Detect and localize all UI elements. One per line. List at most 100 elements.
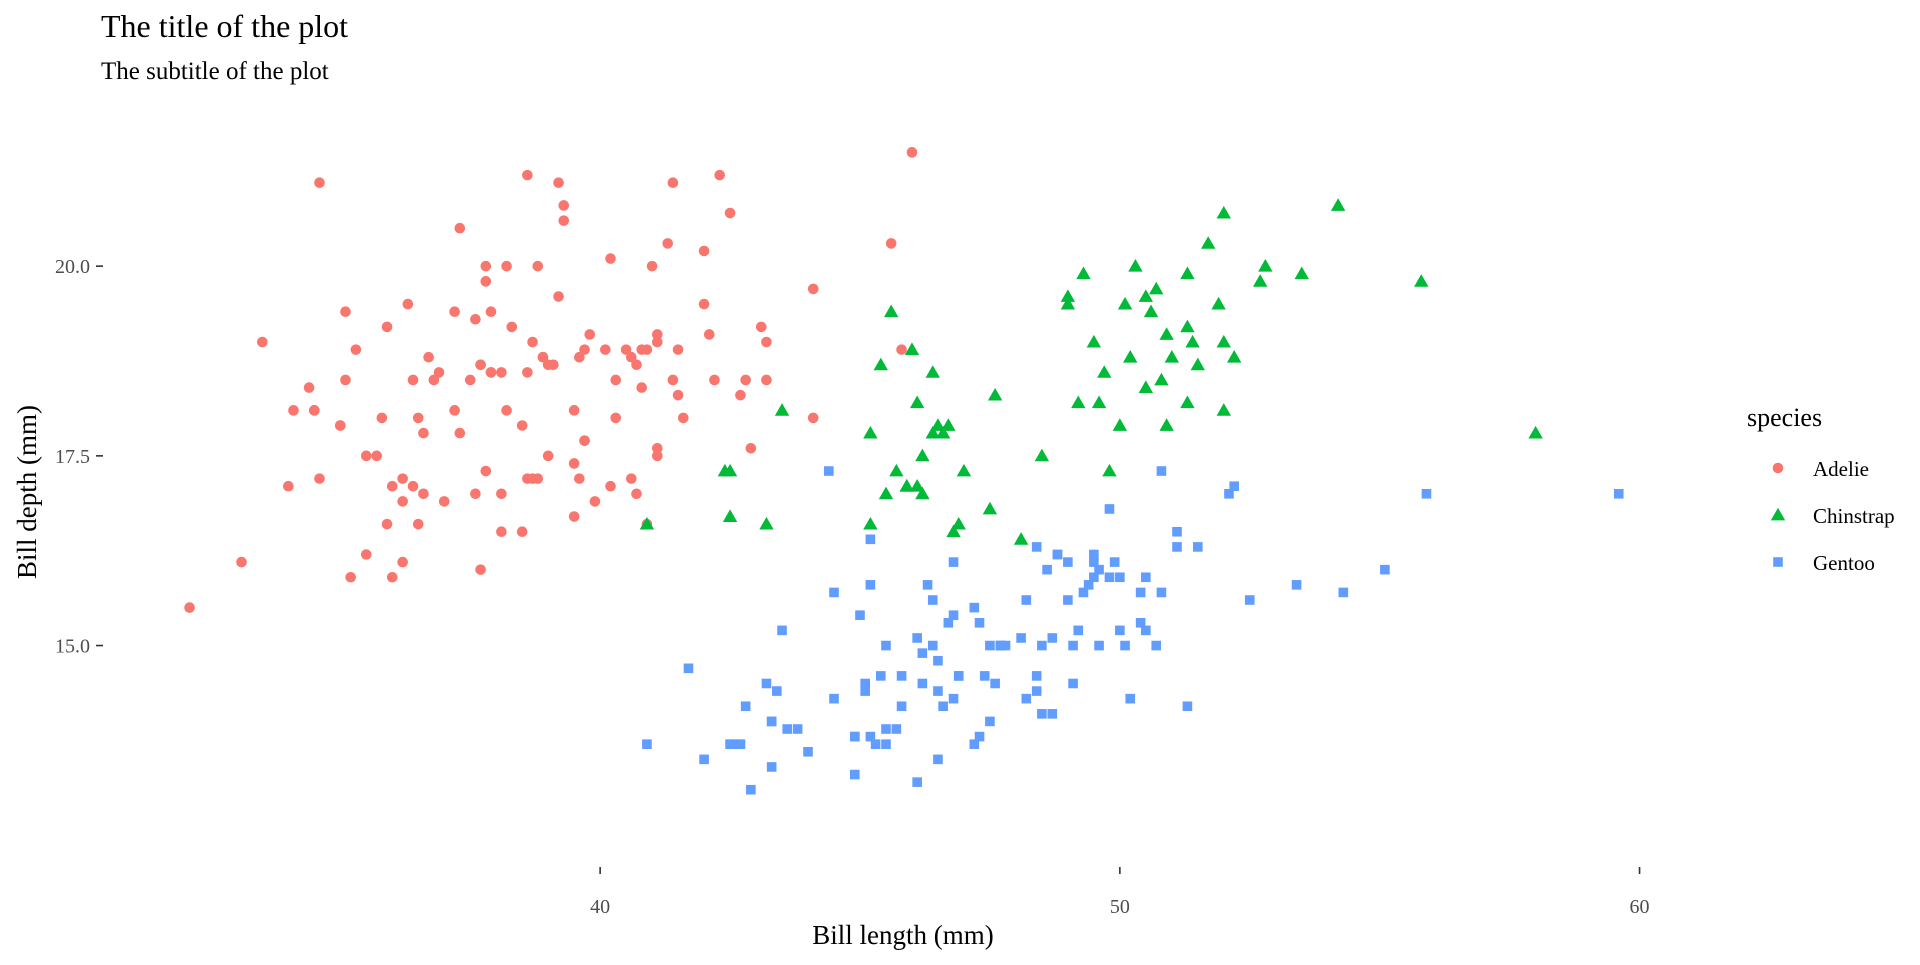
data-point: [360, 549, 372, 560]
data-point: [1021, 595, 1032, 605]
data-point: [1151, 640, 1162, 651]
data-point: [522, 367, 533, 378]
data-point: [881, 640, 891, 651]
data-point: [941, 418, 956, 431]
data-point: [412, 412, 424, 424]
data-point: [527, 473, 538, 484]
data-point: [350, 344, 362, 355]
data-point: [807, 412, 819, 424]
data-point: [722, 509, 738, 522]
data-point: [496, 367, 507, 378]
data-point: [912, 777, 922, 787]
data-point: [774, 403, 790, 416]
data-point: [381, 518, 393, 530]
data-point: [1089, 557, 1099, 567]
legend-item-adelie: Adelie: [1772, 457, 1869, 481]
data-point: [1060, 296, 1076, 310]
data-point: [309, 405, 320, 416]
data-point: [1135, 617, 1146, 628]
data-point: [605, 253, 616, 264]
data-point: [878, 486, 894, 500]
data-point: [891, 724, 902, 734]
data-point: [1138, 380, 1154, 393]
data-point: [933, 754, 943, 765]
data-point: [449, 405, 460, 416]
data-point: [803, 746, 813, 757]
data-point: [1226, 350, 1242, 363]
data-point: [1156, 466, 1167, 476]
data-point: [381, 321, 393, 333]
data-point: [766, 716, 777, 727]
y-tick-label: 20.0: [55, 256, 90, 278]
data-point: [610, 374, 622, 386]
data-point: [553, 291, 564, 302]
data-point: [402, 298, 414, 310]
data-point: [428, 374, 440, 386]
data-point: [1291, 580, 1302, 590]
data-point: [438, 496, 450, 507]
legend: species Adelie Chinstrap Gentoo: [1747, 403, 1895, 575]
data-point: [568, 511, 580, 522]
data-point: [480, 260, 492, 272]
data-point: [1164, 350, 1180, 363]
data-point: [314, 473, 325, 484]
data-point: [667, 177, 679, 189]
data-point: [1216, 205, 1231, 219]
chart-title: The title of the plot: [101, 8, 348, 44]
data-point: [464, 374, 476, 386]
data-point: [360, 450, 372, 462]
legend-label: Chinstrap: [1813, 504, 1895, 528]
data-point: [1037, 640, 1047, 651]
data-point: [943, 617, 954, 628]
data-point: [1109, 557, 1120, 567]
data-point: [1115, 572, 1125, 583]
data-point: [870, 739, 881, 749]
data-point: [1021, 693, 1032, 704]
data-point: [735, 389, 746, 401]
data-point: [532, 260, 544, 272]
data-point: [522, 169, 533, 181]
x-tick-label: 60: [1630, 896, 1650, 918]
data-point: [948, 693, 959, 704]
data-point: [1258, 258, 1273, 272]
data-point: [1076, 266, 1091, 280]
data-point: [340, 306, 351, 317]
data-point: [1037, 709, 1047, 719]
data-point: [1091, 395, 1107, 409]
data-point: [777, 625, 787, 636]
data-point: [974, 617, 985, 628]
data-point: [1013, 532, 1029, 545]
x-axis: 40 50 60: [590, 867, 1650, 918]
data-point: [985, 640, 995, 651]
data-point: [1104, 504, 1115, 514]
data-point: [636, 382, 648, 393]
data-point: [574, 473, 585, 484]
data-point: [345, 571, 356, 583]
data-point: [863, 425, 878, 439]
data-point: [1031, 671, 1042, 681]
data-point: [1102, 463, 1117, 477]
data-point: [1154, 372, 1169, 386]
data-point: [761, 374, 772, 386]
data-point: [885, 238, 897, 249]
data-point: [470, 488, 481, 500]
data-point: [1229, 481, 1239, 492]
data-point: [730, 739, 741, 749]
data-point: [1135, 587, 1146, 598]
data-point: [652, 450, 663, 462]
data-point: [639, 516, 655, 530]
data-point: [568, 405, 580, 416]
data-point: [334, 420, 346, 431]
data-point: [407, 480, 419, 492]
data-point: [982, 501, 998, 515]
data-point: [610, 412, 622, 424]
series-chinstrap: [639, 198, 1543, 545]
data-point: [933, 655, 943, 666]
data-point: [376, 412, 388, 424]
data-point: [912, 633, 922, 643]
data-point: [485, 306, 497, 317]
data-point: [677, 412, 689, 424]
data-point: [1068, 640, 1078, 651]
data-point: [979, 671, 990, 681]
data-point: [915, 448, 930, 462]
